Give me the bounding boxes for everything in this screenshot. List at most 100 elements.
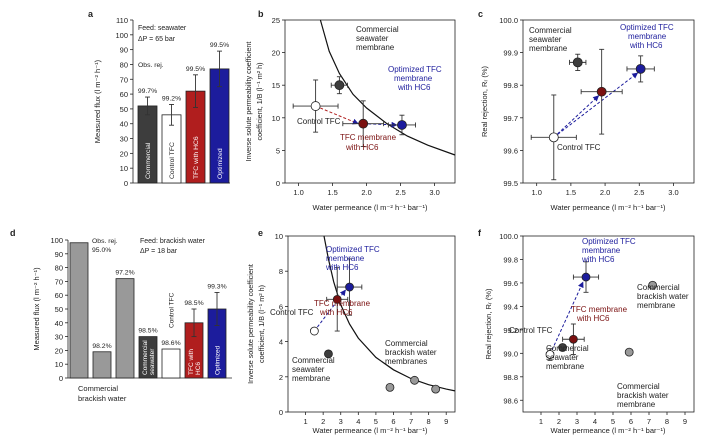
d-category-label: HC6 xyxy=(195,362,202,375)
e-label: Control TFC xyxy=(270,308,314,317)
panel-letter: f xyxy=(478,228,482,238)
b-xtick-label: 2.5 xyxy=(395,188,405,197)
f-point xyxy=(558,343,567,352)
d-annotation: ΔP = 18 bar xyxy=(140,248,178,255)
c-ylabel: Real rejection, Rᵣ (%) xyxy=(480,66,489,137)
f-ytick-label: 99.8 xyxy=(503,255,518,264)
c-ytick-label: 100.0 xyxy=(499,16,518,25)
b-ytick-label: 20 xyxy=(272,49,280,58)
c-arrow xyxy=(553,72,639,138)
e-xtick-label: 6 xyxy=(391,417,395,426)
a-rejection-label: 99.5% xyxy=(210,42,229,49)
b-label: Commercial xyxy=(356,25,399,34)
c-xtick-label: 2.5 xyxy=(634,188,644,197)
d-ytick-label: 90 xyxy=(55,250,63,259)
e-label: with HC6 xyxy=(319,308,353,317)
f-xtick-label: 2 xyxy=(557,417,561,426)
d-ytick-label: 100 xyxy=(50,236,63,245)
f-ytick-label: 99.4 xyxy=(503,302,518,311)
b-xtick-label: 1.0 xyxy=(293,188,303,197)
b-arrow xyxy=(315,105,359,125)
b-ytick-label: 0 xyxy=(276,179,280,188)
c-ytick-label: 99.7 xyxy=(503,114,518,123)
panel-letter: c xyxy=(478,9,483,19)
b-label: membrane xyxy=(394,74,433,83)
f-ytick-label: 99.6 xyxy=(503,279,518,288)
a-ylabel: Measured flux (l m⁻² h⁻¹) xyxy=(93,59,102,143)
d-bar xyxy=(115,278,135,379)
e-label: membrane xyxy=(292,374,331,383)
a-rejection-label: 99.7% xyxy=(138,88,157,95)
e-label: Commercial xyxy=(292,356,335,365)
panel-letter: a xyxy=(88,9,94,19)
c-label: with HC6 xyxy=(629,41,663,50)
a-rejection-label: 99.2% xyxy=(162,95,181,102)
b-point xyxy=(358,118,369,129)
a-ytick-label: 40 xyxy=(120,120,128,129)
d-ytick-label: 10 xyxy=(55,360,63,369)
c-point xyxy=(548,132,559,143)
f-label: with HC6 xyxy=(581,255,615,264)
e-ylabel: coefficient, 1/B (l⁻¹ m² h) xyxy=(257,285,266,363)
f-label: Commercial xyxy=(617,382,660,391)
f-label: seawater xyxy=(546,353,579,362)
c-label: Control TFC xyxy=(557,143,601,152)
f-point xyxy=(648,280,657,290)
e-label: with HC6 xyxy=(325,263,359,272)
f-label: membrane xyxy=(617,400,656,409)
b-xtick-label: 2.0 xyxy=(361,188,371,197)
a-ytick-label: 20 xyxy=(120,149,128,158)
f-xtick-label: 1 xyxy=(539,417,543,426)
f-xtick-label: 8 xyxy=(665,417,669,426)
f-label: Optimized TFC xyxy=(582,237,636,246)
f-label: brackish water xyxy=(637,292,689,301)
c-frame xyxy=(522,19,695,184)
d-rejection-label: 97.2% xyxy=(115,270,134,277)
b-ylabel: Inverse solute permeability coefficient xyxy=(244,42,253,162)
d-ylabel: Measured flux (l m⁻² h⁻¹) xyxy=(32,267,41,351)
d-category-label: Control TFC xyxy=(169,292,176,328)
f-frame xyxy=(522,235,695,413)
c-xtick-label: 1.0 xyxy=(531,188,541,197)
a-ytick-label: 30 xyxy=(120,135,128,144)
c-arrow xyxy=(553,95,600,138)
c-label: membrane xyxy=(529,44,568,53)
e-xtick-label: 7 xyxy=(409,417,413,426)
f-xtick-label: 3 xyxy=(575,417,579,426)
d-rejection-label: 95.0% xyxy=(92,247,111,254)
b-xtick-label: 1.5 xyxy=(327,188,337,197)
b-label: TFC membrane xyxy=(340,133,397,142)
e-label: seawater xyxy=(292,365,325,374)
d-rejection-label: 98.5% xyxy=(184,300,203,307)
b-ytick-label: 25 xyxy=(272,16,280,25)
f-ytick-label: 99.2 xyxy=(503,326,518,335)
e-ylabel: Inverse solute permeability coefficient xyxy=(246,264,255,384)
e-xlabel: Water permeance (l m⁻² h⁻¹ bar⁻¹) xyxy=(313,426,428,435)
e-xtick-label: 2 xyxy=(321,417,325,426)
f-xlabel: Water permeance (l m⁻² h⁻¹ bar⁻¹) xyxy=(551,426,666,435)
a-category-label: Control TFC xyxy=(169,142,176,179)
f-label: membrane xyxy=(637,301,676,310)
b-point xyxy=(334,80,345,91)
b-label: with HC6 xyxy=(345,143,379,152)
c-xtick-label: 1.5 xyxy=(566,188,576,197)
panel-letter: d xyxy=(10,228,16,238)
f-label: membrane xyxy=(546,362,585,371)
d-ytick-label: 80 xyxy=(55,264,63,273)
b-point xyxy=(397,120,407,130)
e-ytick-label: 10 xyxy=(275,232,283,241)
e-xtick-label: 5 xyxy=(374,417,378,426)
c-ytick-label: 99.9 xyxy=(503,49,518,58)
d-category-label: seawater xyxy=(149,348,156,375)
d-category-label: Commercial xyxy=(142,340,149,375)
b-label: seawater xyxy=(356,34,389,43)
a-annotation: Obs. rej. xyxy=(138,62,164,69)
a-ytick-label: 0 xyxy=(124,179,128,188)
e-ytick-label: 8 xyxy=(279,267,283,276)
f-xtick-label: 5 xyxy=(611,417,615,426)
d-ytick-label: 20 xyxy=(55,346,63,355)
b-point xyxy=(310,101,321,111)
e-xtick-label: 8 xyxy=(427,417,431,426)
e-xtick-label: 3 xyxy=(339,417,343,426)
